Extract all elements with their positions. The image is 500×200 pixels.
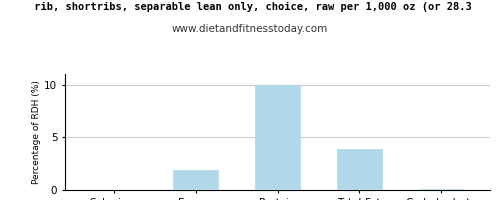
Bar [255,85,300,190]
Text: rib, shortribs, separable lean only, choice, raw per 1,000 oz (or 28.3: rib, shortribs, separable lean only, cho… [28,2,472,12]
Bar [337,149,382,190]
Y-axis label: Percentage of RDH (%): Percentage of RDH (%) [32,80,42,184]
Bar [174,170,218,190]
Text: www.dietandfitnesstoday.com: www.dietandfitnesstoday.com [172,24,328,34]
Bar [418,189,464,190]
